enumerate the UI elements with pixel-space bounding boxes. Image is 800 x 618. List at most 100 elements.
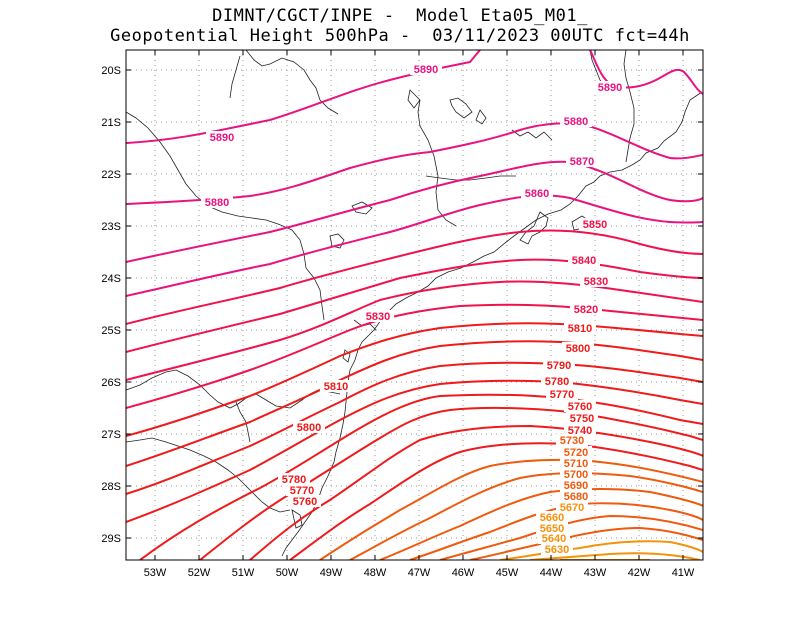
contour-label: 5770 bbox=[290, 485, 314, 497]
contour-label: 5890 bbox=[210, 132, 234, 144]
lat-label: 22S bbox=[101, 169, 121, 181]
contour-label-bg bbox=[560, 490, 592, 502]
plot-frame bbox=[125, 49, 704, 561]
lon-label: 46W bbox=[452, 567, 475, 579]
contour-label-bg bbox=[560, 468, 592, 480]
height-contours bbox=[126, 50, 703, 560]
contour-label-bg bbox=[410, 63, 442, 75]
coastline-segment bbox=[126, 437, 291, 513]
contour-label: 5810 bbox=[568, 323, 592, 335]
contour-5790 bbox=[126, 361, 703, 495]
contour-label: 5830 bbox=[584, 276, 608, 288]
lon-label: 52W bbox=[188, 567, 211, 579]
lat-label: 23S bbox=[101, 221, 121, 233]
lon-label: 47W bbox=[408, 567, 431, 579]
contour-label-bg bbox=[566, 155, 598, 167]
lon-label: 41W bbox=[672, 567, 695, 579]
coastline-segment bbox=[126, 111, 325, 321]
coastline-segment bbox=[351, 201, 373, 215]
lat-label: 29S bbox=[101, 533, 121, 545]
contour-5720 bbox=[349, 472, 703, 560]
contour-label: 5890 bbox=[598, 82, 622, 94]
contour-label-bg bbox=[556, 501, 588, 513]
contour-label: 5880 bbox=[564, 116, 588, 128]
contour-label-bg bbox=[293, 421, 325, 433]
coastline-segment bbox=[425, 175, 516, 181]
contour-label: 5770 bbox=[550, 389, 574, 401]
coastline-segment bbox=[291, 509, 303, 529]
contour-5800 bbox=[126, 340, 703, 467]
lat-label: 26S bbox=[101, 377, 121, 389]
contour-5860 bbox=[126, 194, 703, 297]
contour-label-bg bbox=[536, 511, 568, 523]
contour-label-bg bbox=[541, 375, 573, 387]
contour-label-bg bbox=[201, 196, 233, 208]
contour-label-bg bbox=[289, 495, 321, 507]
contour-5730 bbox=[319, 458, 703, 560]
contour-5750 bbox=[249, 424, 703, 560]
contour-label-bg bbox=[362, 310, 394, 322]
coastline-segment bbox=[229, 55, 241, 99]
coastline-segment bbox=[475, 109, 487, 125]
contour-5780 bbox=[126, 379, 703, 523]
contour-label: 5800 bbox=[297, 422, 321, 434]
chart-title-line-1: DIMNT/CGCT/INPE - Model Eta05_M01_ bbox=[212, 6, 588, 26]
contour-label: 5700 bbox=[564, 469, 588, 481]
contour-label: 5850 bbox=[583, 219, 607, 231]
lat-label: 27S bbox=[101, 429, 121, 441]
lat-label: 28S bbox=[101, 481, 121, 493]
coastline-segment bbox=[519, 211, 549, 245]
contour-label-bg bbox=[566, 412, 598, 424]
contour-label: 5720 bbox=[564, 447, 588, 459]
contour-label-bg bbox=[564, 322, 596, 334]
chart-title-line-2: Geopotential Height 500hPa - 03/11/2023 … bbox=[110, 26, 690, 46]
contour-5740 bbox=[289, 442, 703, 560]
contour-label: 5630 bbox=[545, 544, 569, 556]
contour-5850 bbox=[126, 229, 703, 325]
contour-label-bg bbox=[538, 532, 570, 544]
contour-label-bg bbox=[320, 380, 352, 392]
contour-5870 bbox=[126, 160, 703, 263]
contour-label: 5760 bbox=[568, 401, 592, 413]
contour-label: 5780 bbox=[282, 474, 306, 486]
lon-label: 45W bbox=[496, 567, 519, 579]
lon-label: 53W bbox=[144, 567, 167, 579]
coastline-segment bbox=[417, 99, 457, 227]
coastline-segment bbox=[623, 50, 635, 163]
contour-label-bg bbox=[580, 275, 612, 287]
contour-5710 bbox=[379, 488, 703, 560]
coastline-segment bbox=[235, 401, 251, 443]
contour-label: 5820 bbox=[574, 304, 598, 316]
contour-label-bg bbox=[536, 522, 568, 534]
lon-label: 49W bbox=[320, 567, 343, 579]
contour-5670 bbox=[499, 540, 703, 560]
contour-label: 5640 bbox=[542, 533, 566, 545]
contour-5890-east bbox=[589, 50, 703, 95]
coastline-segment bbox=[245, 50, 339, 115]
contour-label: 5860 bbox=[525, 188, 549, 200]
lon-label: 50W bbox=[276, 567, 299, 579]
contour-5680 bbox=[469, 526, 703, 560]
contour-label-bg bbox=[541, 543, 573, 555]
contour-label: 5710 bbox=[564, 458, 588, 470]
lat-label: 25S bbox=[101, 325, 121, 337]
lon-label: 44W bbox=[540, 567, 563, 579]
contour-label: 5730 bbox=[560, 435, 584, 447]
contour-label-bg bbox=[560, 446, 592, 458]
contour-label: 5880 bbox=[205, 197, 229, 209]
lon-label: 43W bbox=[584, 567, 607, 579]
contour-label: 5810 bbox=[324, 381, 348, 393]
contour-label-bg bbox=[564, 424, 596, 436]
contour-label-bg bbox=[521, 187, 553, 199]
contour-label: 5750 bbox=[570, 413, 594, 425]
contour-label: 5870 bbox=[570, 156, 594, 168]
contour-label: 5680 bbox=[564, 491, 588, 503]
contour-labels: 5890 5890 5890 5880 5880 5870 5860 5850 5840 5830… bbox=[201, 63, 626, 556]
contour-label-bg bbox=[568, 254, 600, 266]
contour-label-bg bbox=[579, 218, 611, 230]
lat-lon-grid bbox=[126, 50, 703, 560]
contour-5880 bbox=[126, 122, 703, 205]
contour-5660 bbox=[529, 552, 701, 560]
contour-label-bg bbox=[546, 388, 578, 400]
